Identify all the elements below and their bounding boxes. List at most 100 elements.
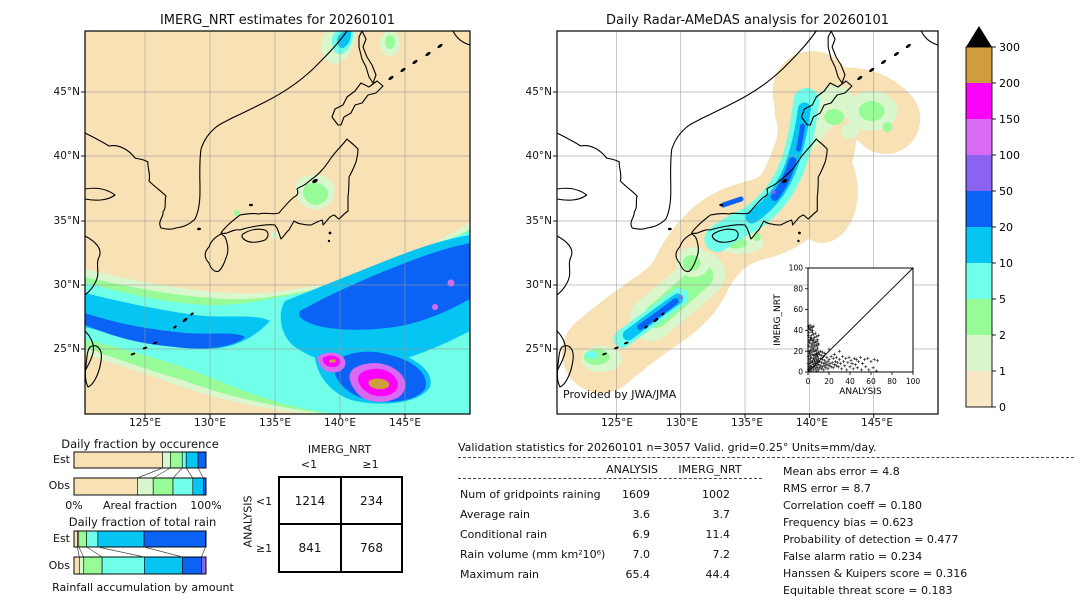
left-map-lat-tick: 25°N bbox=[53, 343, 80, 355]
total-rain-est-label: Est bbox=[53, 532, 70, 545]
bar-segment-obs bbox=[101, 556, 145, 575]
occurrence-xlabel: Areal fraction bbox=[102, 499, 178, 512]
stats-analysis-value: 1609 bbox=[622, 488, 650, 501]
score-row: RMS error = 8.7 bbox=[783, 482, 1073, 499]
score-value: 4.8 bbox=[882, 465, 900, 478]
bar-segment-obs bbox=[144, 556, 183, 575]
inset-x-tick-label: 80 bbox=[887, 377, 897, 386]
stats-analysis-value: 3.6 bbox=[632, 508, 651, 521]
left-map-lat-tick: 35°N bbox=[53, 215, 80, 227]
stats-row-label: Average rain bbox=[460, 508, 530, 521]
right-map-lat-tick: 30°N bbox=[525, 279, 552, 291]
colorbar-tick-label: 100 bbox=[999, 149, 1020, 162]
inset-y-tick-label: 20 bbox=[793, 347, 803, 356]
occurrence-obs-label: Obs bbox=[48, 479, 70, 492]
inset-x-tick-label: 100 bbox=[906, 377, 921, 386]
bar-segment-obs bbox=[78, 556, 85, 575]
bar-segment-obs bbox=[182, 556, 202, 575]
stats-row-label: Maximum rain bbox=[460, 568, 539, 581]
bar-segment-est bbox=[185, 451, 199, 469]
stats-row-label: Num of gridpoints raining bbox=[460, 488, 601, 501]
score-value: 0.234 bbox=[890, 550, 923, 563]
colorbar-segment bbox=[966, 119, 992, 155]
stats-row: Conditional rain 6.9 11.4 bbox=[458, 525, 762, 545]
stats-imerg-value: 44.4 bbox=[705, 568, 731, 581]
bar-segment-est bbox=[170, 451, 183, 469]
colorbar-tick-label: 5 bbox=[999, 293, 1006, 306]
right-map-title: Daily Radar-AMeDAS analysis for 20260101 bbox=[606, 13, 889, 28]
score-label: Equitable threat score = bbox=[783, 584, 921, 597]
colorbar-segment bbox=[966, 263, 992, 299]
stats-col-analysis: ANALYSIS bbox=[606, 463, 658, 476]
colorbar-segment bbox=[966, 83, 992, 119]
right-map-lat-tick: 45°N bbox=[525, 86, 552, 98]
total-rain-obs-label: Obs bbox=[48, 559, 70, 572]
bar-connector bbox=[77, 546, 80, 558]
inset-y-tick-label: 40 bbox=[793, 326, 803, 335]
colorbar-tick-label: 2 bbox=[999, 329, 1006, 342]
score-row: Mean abs error = 4.8 bbox=[783, 465, 1073, 482]
right-map-lon-tick: 140°E bbox=[796, 417, 828, 429]
score-row: Correlation coeff = 0.180 bbox=[783, 499, 1073, 516]
imerg-map bbox=[81, 30, 471, 418]
total-rain-chart: Daily fraction of total rain Est Obs Rai… bbox=[40, 515, 255, 600]
right-map-lon-tick: 125°E bbox=[601, 417, 633, 429]
contingency-cell-miss: 841 bbox=[279, 524, 341, 572]
score-label: RMS error = bbox=[783, 482, 854, 495]
left-map-lon-tick: 135°E bbox=[259, 417, 291, 429]
stats-imerg-value: 1002 bbox=[702, 488, 730, 501]
bar-segment-est bbox=[143, 530, 206, 548]
stats-imerg-value: 7.2 bbox=[712, 548, 731, 561]
stats-row-label: Conditional rain bbox=[460, 528, 548, 541]
contingency-col-header: IMERG_NRT bbox=[307, 443, 372, 456]
left-map-lon-tick: 140°E bbox=[324, 417, 356, 429]
bar-connector bbox=[172, 467, 183, 479]
colorbar-tick-label: 10 bbox=[999, 257, 1013, 270]
contingency-col-label-ge1: ≥1 bbox=[362, 458, 379, 471]
bar-segment-est bbox=[162, 451, 171, 469]
occurrence-chart: Daily fraction by occurence Est Obs 0% A… bbox=[40, 437, 255, 515]
right-map-lon-tick: 135°E bbox=[731, 417, 763, 429]
score-row: Probability of detection = 0.477 bbox=[783, 533, 1073, 550]
colorbar-segment bbox=[966, 335, 992, 371]
inset-x-tick-label: 0 bbox=[806, 377, 811, 386]
left-map-title: IMERG_NRT estimates for 20260101 bbox=[159, 13, 396, 28]
bar-segment-est bbox=[78, 530, 87, 548]
score-label: Correlation coeff = bbox=[783, 499, 891, 512]
left-map-lon-tick: 145°E bbox=[389, 417, 421, 429]
colorbar-segment bbox=[966, 155, 992, 191]
bar-segment-obs bbox=[152, 477, 174, 496]
bar-segment-obs bbox=[73, 477, 138, 496]
contingency-cell-hit: 768 bbox=[341, 524, 402, 572]
inset-scatter-points bbox=[806, 323, 879, 373]
score-value: 0.316 bbox=[935, 567, 968, 580]
bar-segment-est bbox=[97, 530, 145, 548]
total-rain-chart-title: Daily fraction of total rain bbox=[68, 515, 217, 529]
inset-y-tick-label: 100 bbox=[789, 264, 804, 273]
right-map-axis-ticks bbox=[553, 91, 875, 418]
inset-x-tick-label: 20 bbox=[824, 377, 834, 386]
score-value: 0.477 bbox=[926, 533, 959, 546]
bar-segment-est bbox=[197, 451, 207, 469]
contingency-cell-false-alarm: 234 bbox=[341, 477, 402, 524]
left-map-lat-tick: 30°N bbox=[53, 279, 80, 291]
score-value: 0.183 bbox=[920, 584, 953, 597]
validation-stats: Validation statistics for 20260101 n=305… bbox=[458, 441, 1074, 597]
stats-imerg-value: 3.7 bbox=[712, 508, 731, 521]
score-row: Hanssen & Kuipers score = 0.316 bbox=[783, 567, 1073, 584]
contingency-table: IMERG_NRT <1 ≥1 ANALYSIS <1 ≥1 1214 234 … bbox=[240, 437, 420, 592]
bar-outline bbox=[73, 530, 207, 548]
inset-y-tick-label: 0 bbox=[798, 368, 803, 377]
stats-analysis-value: 6.9 bbox=[632, 528, 651, 541]
score-row: Equitable threat score = 0.183 bbox=[783, 584, 1073, 601]
occurrence-chart-title: Daily fraction by occurence bbox=[61, 437, 219, 451]
bar-outline bbox=[73, 451, 207, 469]
bar-segment-obs bbox=[137, 477, 154, 496]
colorbar-tick-label: 200 bbox=[999, 77, 1020, 90]
right-map-lat-tick: 25°N bbox=[525, 343, 552, 355]
validation-stats-title: Validation statistics for 20260101 n=305… bbox=[458, 441, 1074, 458]
score-label: Probability of detection = bbox=[783, 533, 927, 546]
inset-ylabel: IMERG_NRT bbox=[773, 294, 783, 346]
validation-scatter-inset: 00 20 20 40 40 60 60 80 80 100 100 ANALYSIS IMERG_NR… bbox=[773, 264, 921, 397]
